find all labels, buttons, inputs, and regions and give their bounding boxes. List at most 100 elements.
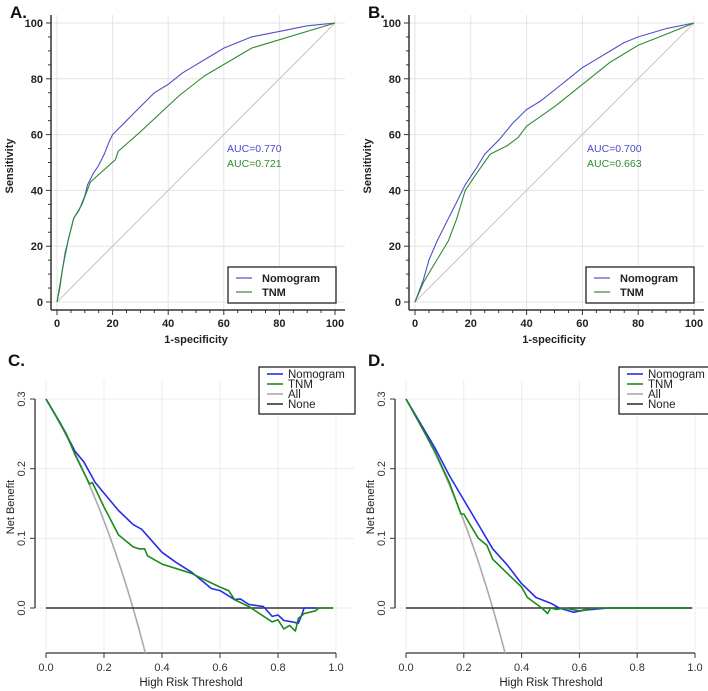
y-tick-label: 0.0: [376, 600, 388, 615]
x-tick-label: 0.0: [398, 662, 413, 674]
y-tick-label: 40: [389, 185, 401, 197]
y-axis-label: Net Benefit: [5, 480, 17, 534]
series-line-nomogram: [414, 22, 695, 303]
x-tick-label: 0.0: [38, 662, 53, 674]
y-tick-label: 0.1: [16, 531, 28, 546]
legend-label-tnm: TNM: [620, 287, 644, 299]
x-tick-label: 60: [218, 318, 230, 330]
auc-annotation: AUC=0.663: [587, 158, 642, 170]
panel-label: D.: [368, 351, 385, 370]
legend: Nomogram TNM: [227, 266, 337, 304]
legend-box: [258, 366, 356, 415]
legend: Nomogram TNM: [585, 266, 695, 304]
panel-b: 0 20 40 60 80 100020406080100B.1-specificityS…: [362, 3, 704, 346]
series-line-reference: [56, 22, 336, 303]
series-line-tnm: [414, 22, 695, 303]
legend-box: [618, 366, 708, 415]
x-tick-label: 100: [685, 318, 703, 330]
y-tick-label: 0.3: [16, 391, 28, 406]
auc-annotation: AUC=0.770: [227, 143, 282, 155]
x-tick-label: 0.4: [154, 662, 169, 674]
x-tick-label: 1.0: [687, 662, 702, 674]
legend-label-none: None: [288, 399, 316, 411]
x-tick-label: 0: [412, 318, 418, 330]
x-tick-label: 100: [326, 318, 344, 330]
y-axis-label: Sensitivity: [362, 138, 374, 194]
x-tick-label: 80: [273, 318, 285, 330]
x-tick-label: 80: [632, 318, 644, 330]
x-tick-label: 0.8: [630, 662, 645, 674]
y-tick-label: 60: [31, 130, 43, 142]
legend-label-all: All: [648, 389, 661, 401]
legend-label-all: All: [288, 389, 301, 401]
y-tick-label: 80: [31, 74, 43, 86]
y-tick-label: 40: [31, 185, 43, 197]
panel-a: 0 20 40 60 80 100020406080100A.1-specificityS…: [4, 3, 345, 346]
y-tick-label: 0.2: [376, 461, 388, 476]
legend-label-nomogram: Nomogram: [288, 369, 345, 381]
legend-label-none: None: [648, 399, 676, 411]
series-line-tnm: [405, 398, 693, 615]
y-tick-label: 100: [25, 18, 43, 30]
x-tick-label: 0.4: [514, 662, 529, 674]
y-tick-label: 20: [31, 241, 43, 253]
auc-annotation: AUC=0.721: [227, 158, 282, 170]
x-axis-label: 1-specificity: [164, 334, 228, 346]
series-group: [414, 22, 695, 303]
series-line-reference: [414, 22, 695, 303]
series-line-all: [45, 398, 147, 653]
series-group: [45, 398, 334, 653]
panel-label: C.: [8, 351, 25, 370]
series-group: [56, 22, 336, 303]
auc-annotation: AUC=0.700: [587, 143, 642, 155]
panel-label: A.: [10, 3, 27, 22]
x-tick-label: 0.6: [572, 662, 587, 674]
x-tick-label: 40: [520, 318, 532, 330]
panel-label: B.: [368, 3, 385, 22]
panel-d: 0.0 0.2 0.4 0.6 0.8 1.0 0.0 0.1 0.2 0.3 D. High Ris…: [365, 351, 708, 689]
x-axis-label: 1-specificity: [522, 334, 586, 346]
series-line-nomogram: [45, 398, 316, 625]
x-axis-label: High Risk Threshold: [499, 677, 602, 689]
series-line-nomogram: [405, 398, 693, 613]
panel-c: 0.0 0.2 0.4 0.6 0.8 1.0 0.0 0.1 0.2 0.3 C. High Ris…: [5, 351, 356, 689]
y-tick-label: 0: [37, 297, 43, 309]
series-line-all: [405, 398, 506, 653]
y-tick-label: 20: [389, 241, 401, 253]
y-tick-label: 0.3: [376, 391, 388, 406]
y-tick-label: 0.0: [16, 600, 28, 615]
x-axis-label: High Risk Threshold: [139, 677, 242, 689]
x-tick-label: 60: [576, 318, 588, 330]
x-tick-label: 0.6: [212, 662, 227, 674]
series-line-tnm: [56, 22, 336, 303]
y-axis-label: Net Benefit: [365, 480, 377, 534]
y-tick-label: 60: [389, 130, 401, 142]
y-tick-label: 100: [383, 18, 401, 30]
x-tick-label: 0.2: [456, 662, 471, 674]
y-tick-label: 0.1: [376, 531, 388, 546]
x-tick-label: 40: [162, 318, 174, 330]
x-tick-label: 20: [465, 318, 477, 330]
series-line-tnm: [45, 398, 334, 632]
y-tick-label: 0.2: [16, 461, 28, 476]
series-group: [405, 398, 693, 653]
y-tick-label: 80: [389, 74, 401, 86]
x-tick-label: 1.0: [328, 662, 343, 674]
legend-label-nomogram: Nomogram: [262, 273, 320, 285]
legend-label-nomogram: Nomogram: [648, 369, 705, 381]
legend-label-nomogram: Nomogram: [620, 273, 678, 285]
x-tick-label: 0.8: [270, 662, 285, 674]
legend-label-tnm: TNM: [648, 379, 673, 391]
x-tick-label: 0.2: [96, 662, 111, 674]
legend-box: [227, 266, 337, 304]
y-tick-label: 0: [395, 297, 401, 309]
x-tick-label: 20: [106, 318, 118, 330]
legend-box: [585, 266, 695, 304]
x-tick-label: 0: [54, 318, 60, 330]
y-axis-label: Sensitivity: [4, 138, 16, 194]
legend-label-tnm: TNM: [262, 287, 286, 299]
